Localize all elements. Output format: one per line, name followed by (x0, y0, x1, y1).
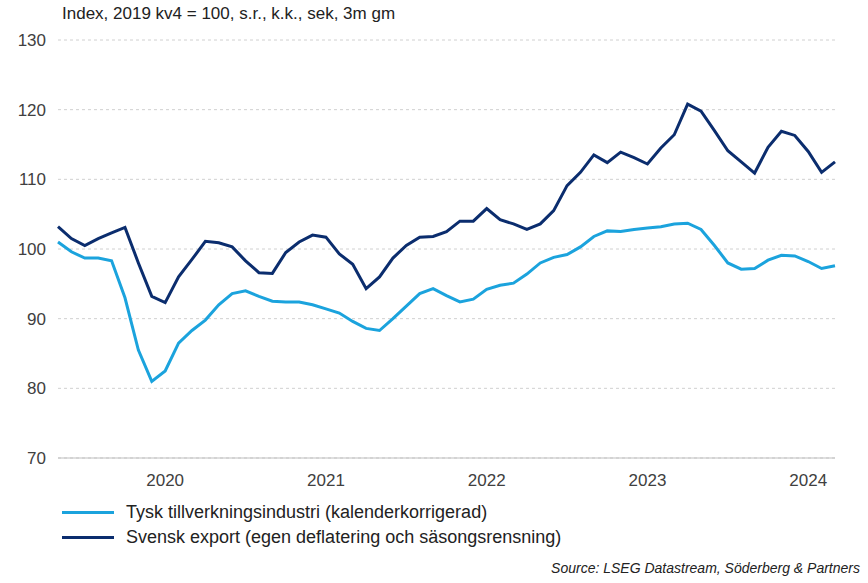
html-text:Tysk tillverkningsindustri (ka: Tysk tillverkningsindustri (kalenderkorr… (126, 502, 488, 522)
svg-text:70: 70 (27, 449, 46, 468)
svg-text:110: 110 (19, 170, 46, 189)
svg-text:2022: 2022 (468, 471, 506, 490)
html-text:Source: LSEG Datastream, Söder: Source: LSEG Datastream, Söderberg & Par… (551, 560, 860, 576)
html-text:Svensk export (egen deflaterin: Svensk export (egen deflatering och säso… (126, 527, 562, 547)
svg-text:90: 90 (27, 310, 46, 329)
svg-text:2020: 2020 (146, 471, 184, 490)
svg-text:80: 80 (27, 379, 46, 398)
html-text:Index, 2019 kv4 = 100, s.r., k: Index, 2019 kv4 = 100, s.r., k.k., sek, … (62, 4, 396, 23)
svg-text:2024: 2024 (789, 471, 827, 490)
svg-text:100: 100 (18, 240, 46, 259)
svg-text:2023: 2023 (629, 471, 667, 490)
svg-text:2021: 2021 (307, 471, 345, 490)
svg-text:130: 130 (18, 31, 46, 50)
svg-text:120: 120 (18, 101, 46, 120)
